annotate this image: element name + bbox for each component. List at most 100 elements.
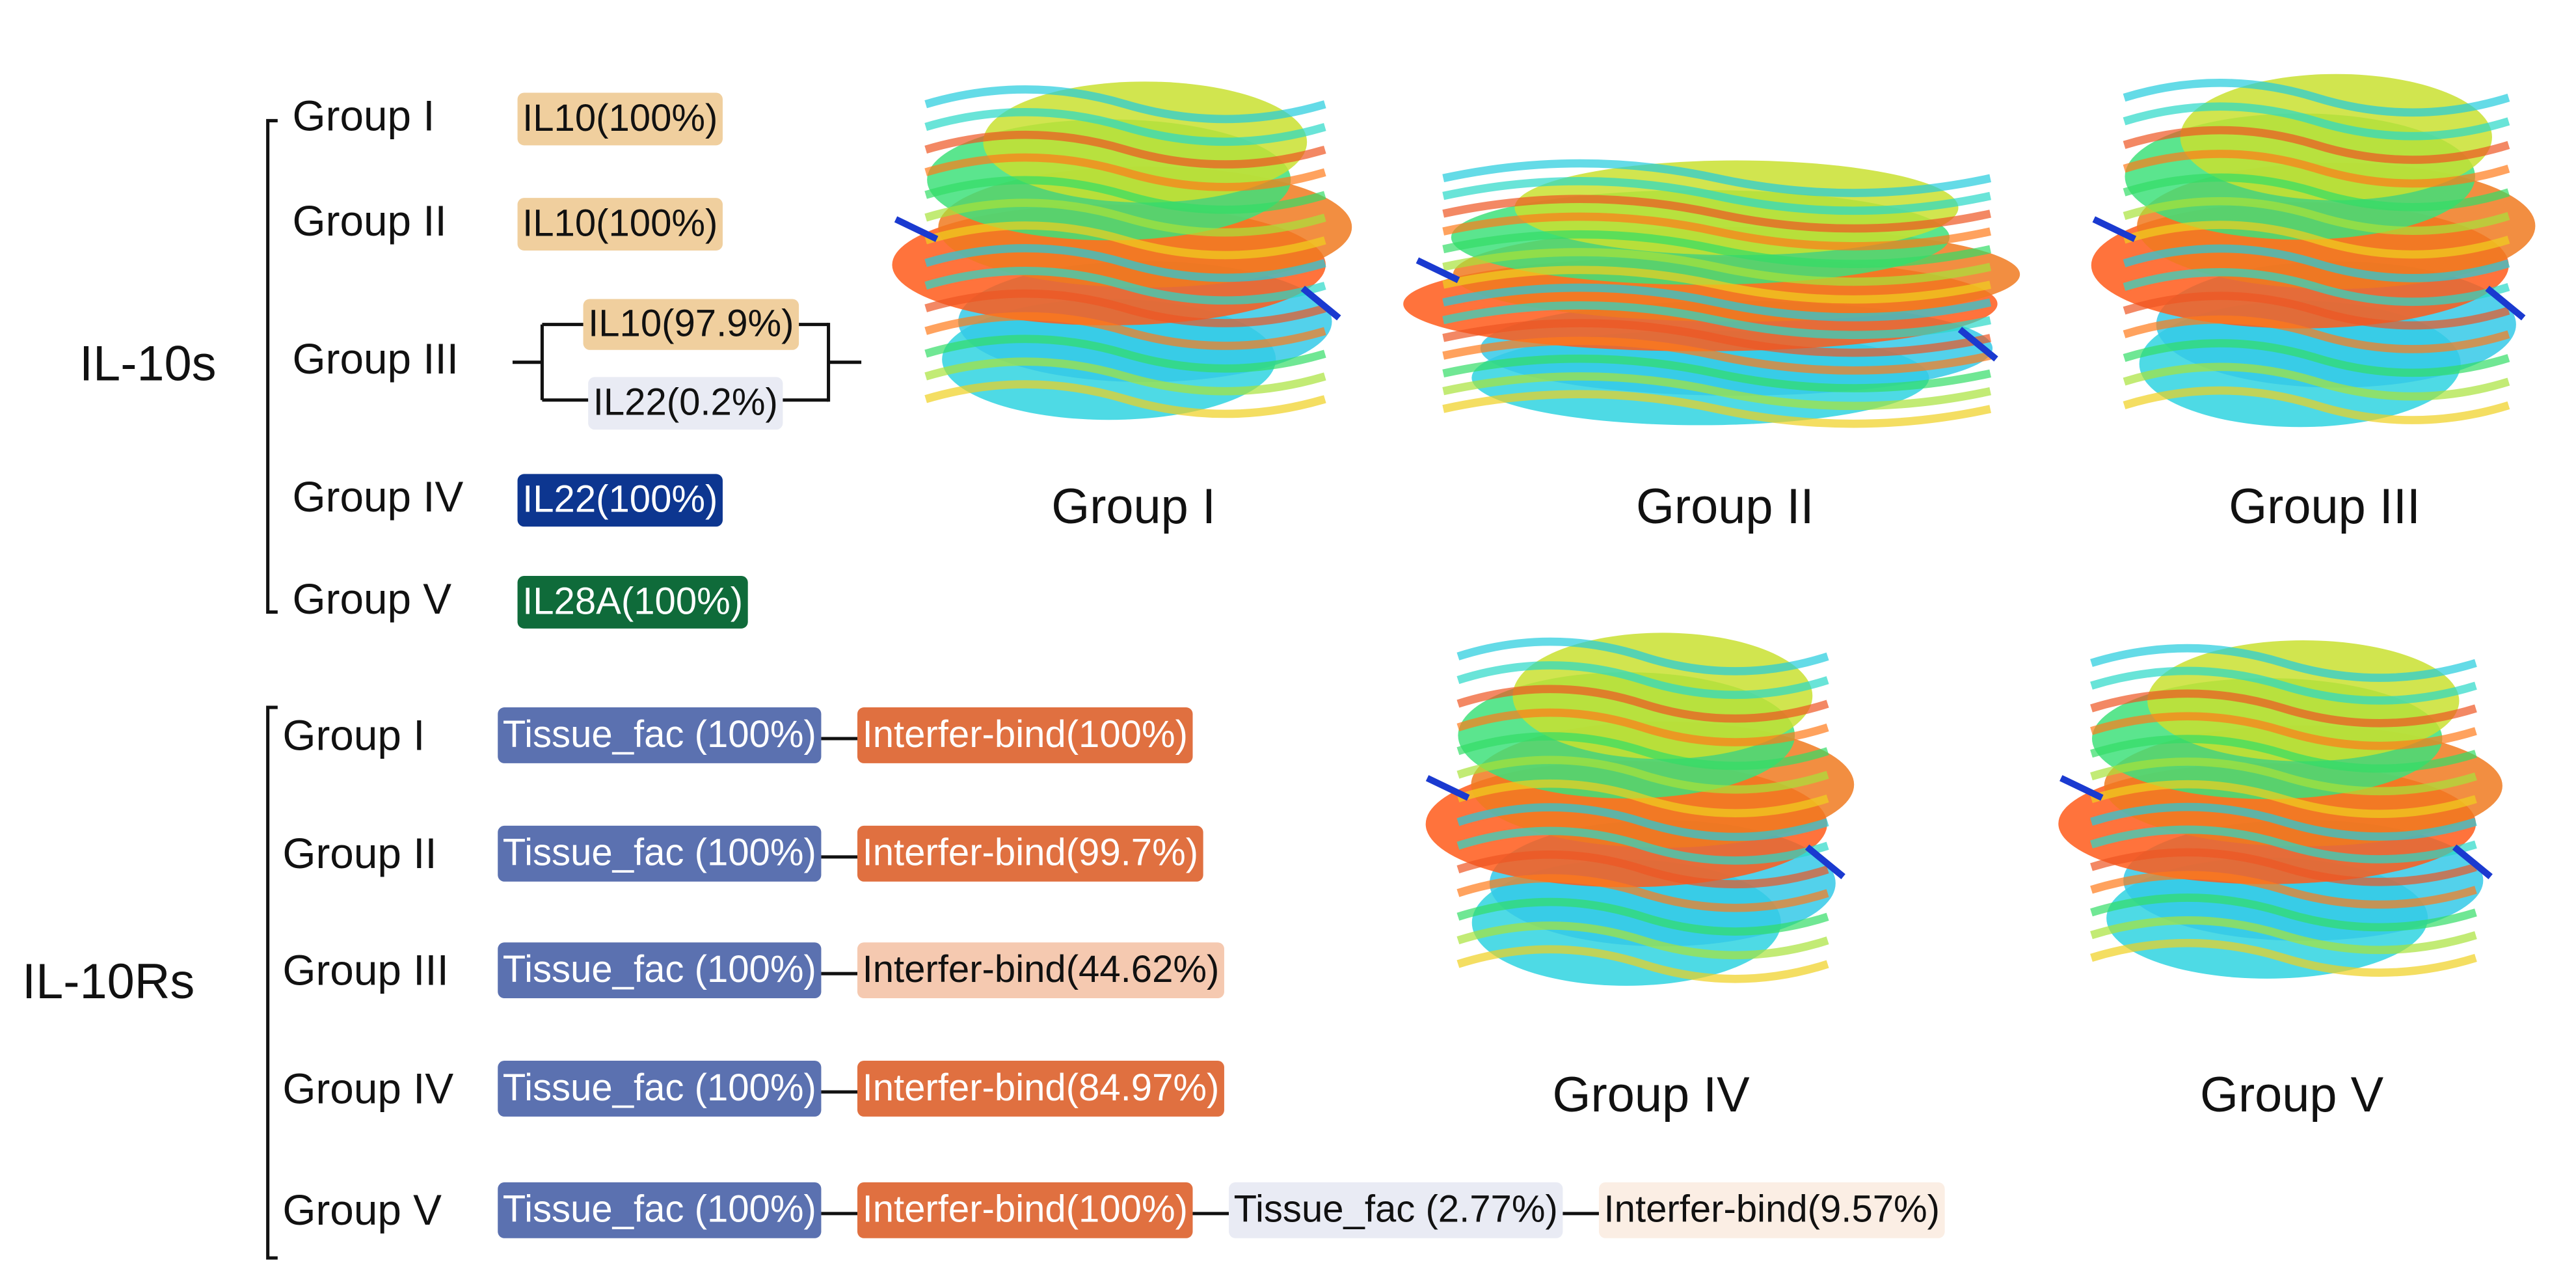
ribbon (2123, 173, 2510, 211)
ribbon (924, 334, 1326, 373)
ribbon (2090, 893, 2477, 932)
group-name: Group IV (293, 473, 464, 521)
ribbon (2123, 315, 2510, 353)
tag-box (498, 707, 822, 763)
group-name: Group III (282, 947, 448, 994)
ribbon (1456, 661, 1829, 700)
tag-text: Interfer-bind(84.97%) (863, 1067, 1220, 1109)
tag-box (498, 1061, 822, 1117)
ribbon (1456, 779, 1829, 818)
tag-text: IL22(0.2%) (593, 381, 778, 424)
loop (2059, 775, 2493, 880)
bracket (266, 118, 278, 614)
ribbon (1456, 897, 1829, 936)
group-name: Group IV (282, 1065, 453, 1112)
ribbon (1442, 283, 1991, 321)
ribbon (2123, 244, 2510, 282)
tag: IL10(100%) (517, 198, 723, 251)
group-name: Group I (293, 92, 435, 139)
ribbon (1442, 195, 1991, 233)
ribbon (2090, 735, 2477, 773)
structure-caption: Group V (2200, 1067, 2384, 1123)
ribbon (2090, 871, 2477, 909)
tag: Interfer-bind(99.7%) (857, 825, 1203, 882)
structure-caption: Group I (1051, 479, 1216, 534)
protein-structure (1425, 633, 1855, 986)
ribbon (2123, 221, 2510, 259)
loop (894, 216, 1341, 321)
ribbon (2123, 102, 2510, 141)
tag-text: IL10(97.9%) (588, 302, 794, 344)
tag: Tissue_fac (100%) (498, 942, 822, 999)
group-name: Group II (293, 197, 447, 245)
ribbon (2123, 267, 2510, 306)
tag-text: Tissue_fac (100%) (503, 832, 816, 874)
ribbon (924, 312, 1326, 350)
loop (1425, 775, 1845, 880)
tag: Tissue_fac (100%) (498, 1061, 822, 1117)
tag-box (517, 474, 723, 527)
ribbon (2090, 666, 2477, 705)
tag: Interfer-bind(100%) (857, 1182, 1193, 1238)
loop (2092, 216, 2526, 321)
ribbon (1442, 230, 1991, 268)
tag-box (498, 825, 822, 882)
ribbon (1442, 319, 1991, 357)
ribbon (2090, 916, 2477, 955)
tag-text: Interfer-bind(100%) (863, 1188, 1188, 1231)
ribbon (924, 266, 1326, 305)
tag: Interfer-bind(84.97%) (857, 1061, 1224, 1117)
ribbon (2123, 362, 2510, 401)
ribbon (1456, 851, 1829, 889)
ribbon (2123, 339, 2510, 377)
tag: IL10(97.9%) (583, 299, 799, 350)
tag: Tissue_fac (100%) (498, 825, 822, 882)
tag-box (857, 942, 1224, 999)
ribbon (924, 176, 1326, 214)
ribbon (1442, 301, 1991, 340)
tag-box (498, 942, 822, 999)
ribbon (1442, 177, 1991, 215)
tag-text: Tissue_fac (100%) (503, 948, 816, 990)
ribbon (1456, 921, 1829, 960)
ribbon (2123, 292, 2510, 330)
ribbon (1442, 266, 1991, 304)
ribbon (1456, 732, 1829, 770)
ribbon (1442, 354, 1991, 392)
tag-text: IL22(100%) (522, 478, 718, 521)
ribbon (924, 153, 1326, 191)
ribbon (2090, 802, 2477, 841)
ribbon (2123, 150, 2510, 188)
ribbon (2090, 938, 2477, 977)
ribbon (2123, 79, 2510, 117)
ribbon (924, 198, 1326, 237)
ribbon (1442, 248, 1991, 286)
tag-text: Interfer-bind(9.57%) (1604, 1188, 1940, 1231)
ribbon (1456, 803, 1829, 841)
tag: Interfer-bind(44.62%) (857, 942, 1224, 999)
tag-box (857, 707, 1193, 763)
tag-text: Tissue_fac (2.77%) (1234, 1188, 1558, 1231)
group-name: Group V (293, 575, 452, 623)
ribbon (924, 107, 1326, 146)
group-name: Group II (282, 830, 436, 877)
tag-text: IL10(100%) (522, 97, 718, 139)
ribbon (924, 380, 1326, 418)
ribbon (924, 357, 1326, 396)
ribbon (1442, 336, 1991, 375)
ribbon (2090, 689, 2477, 728)
tag-text: IL28A(100%) (522, 580, 743, 622)
tag-box (517, 92, 723, 146)
group-name: Group I (282, 711, 425, 759)
ribbon (1442, 372, 1991, 411)
tag: Tissue_fac (100%) (498, 707, 822, 763)
ribbon (924, 289, 1326, 327)
ribbon (2090, 757, 2477, 796)
tag-text: Interfer-bind(100%) (863, 713, 1188, 756)
tag: Tissue_fac (100%) (498, 1182, 822, 1238)
bracket (266, 705, 278, 1260)
protein-structure (2058, 640, 2502, 979)
tag-box (498, 1182, 822, 1238)
family-label: IL-10Rs (22, 954, 195, 1009)
